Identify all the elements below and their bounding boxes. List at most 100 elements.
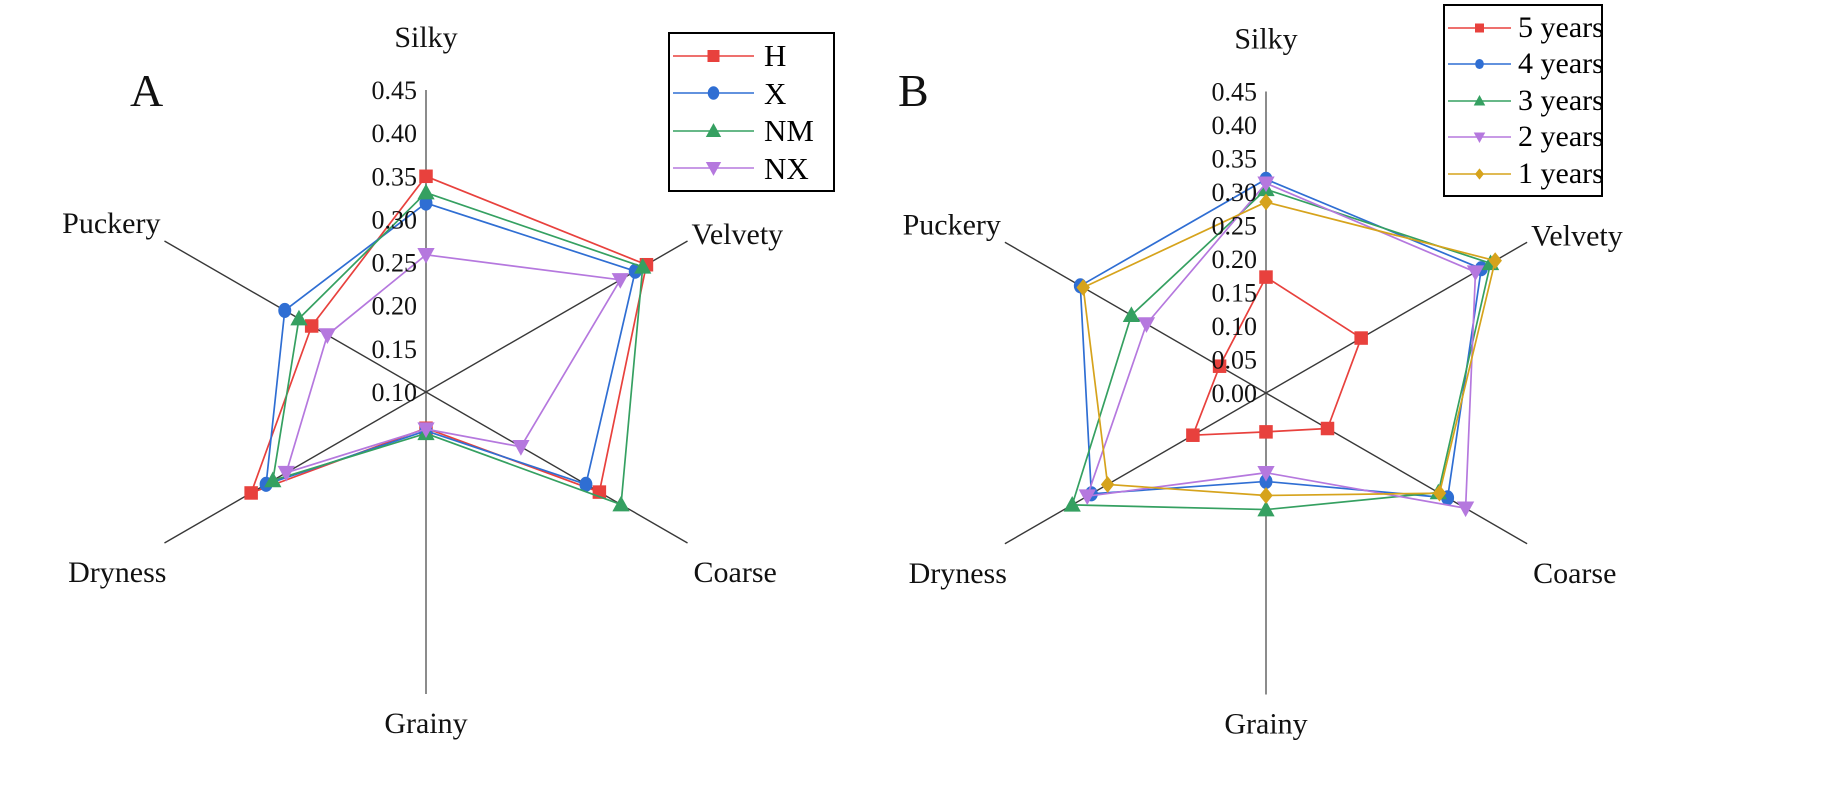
series-nx-marker-silky: [417, 248, 435, 264]
series-5-years-marker-silky: [1259, 270, 1273, 284]
radar-panel-b: 0.45 0.40 0.35 0.30 0.25 0.20 0.15 0.10 0.05 0.00…: [898, 23, 1623, 741]
legend-marker: [707, 49, 720, 62]
series-3-years-polygon: [1071, 188, 1492, 511]
tick-label-0.35: 0.35: [1212, 145, 1258, 174]
tick-label-0.40: 0.40: [1212, 111, 1258, 140]
legend-item-x: X: [672, 78, 833, 109]
axis-label-velvety: Velvety: [1531, 219, 1623, 252]
axis-label-grainy: Grainy: [1224, 708, 1307, 741]
axis-label-velvety: Velvety: [692, 218, 784, 251]
legend-label-x: X: [764, 75, 787, 111]
series-2-years-marker-velvety: [1466, 265, 1485, 281]
legend-label-h: H: [764, 38, 787, 74]
series-5-years-marker-puckery: [1212, 359, 1227, 373]
tick-label-0.20: 0.20: [1212, 245, 1258, 274]
series-2-years-marker-dryness: [1078, 489, 1096, 506]
legend-marker: [705, 162, 722, 176]
series-2-years-marker-silky: [1257, 176, 1275, 193]
legend-item-3-years: 3 years: [1447, 85, 1604, 116]
axis-label-coarse: Coarse: [694, 556, 777, 589]
axis-label-dryness: Dryness: [909, 557, 1007, 590]
series-nm-marker-silky: [417, 183, 435, 200]
tick-label-0.25: 0.25: [372, 249, 418, 278]
series-nm-marker-coarse: [612, 495, 630, 512]
legend-marker: [705, 122, 722, 137]
tick-label-0.15: 0.15: [1212, 279, 1258, 308]
triangle-down-icon: [1448, 132, 1511, 143]
circle-icon: [673, 86, 754, 101]
legend-label-5-years: 5 years: [1518, 10, 1604, 44]
series-3-years-marker-puckery: [1122, 306, 1141, 323]
series-1-years-marker-velvety: [1488, 252, 1502, 270]
tick-label-0.40: 0.40: [372, 119, 418, 148]
legend-label-2-years: 2 years: [1518, 120, 1604, 153]
series-h-marker-dryness: [244, 486, 258, 500]
series-2-years-marker-coarse: [1456, 501, 1475, 518]
axis-label-puckery: Puckery: [62, 207, 160, 240]
series-nx-marker-dryness: [277, 465, 295, 482]
legend-label-4-years: 4 years: [1518, 47, 1604, 80]
axis-label-puckery: Puckery: [903, 208, 1001, 241]
tick-label-0.30: 0.30: [372, 205, 418, 234]
legend-label-nm: NM: [764, 113, 814, 149]
series-1-years-marker-coarse: [1432, 484, 1447, 502]
series-nm-polygon: [271, 191, 644, 506]
legend-item-5-years: 5 years: [1447, 10, 1604, 44]
tick-label-0.45: 0.45: [372, 76, 418, 105]
legend-item-4-years: 4 years: [1447, 47, 1604, 80]
legend-marker: [1475, 58, 1484, 70]
axis-label-grainy: Grainy: [384, 707, 467, 740]
triangle-up-icon: [1448, 94, 1511, 105]
panel-letter-a: A: [130, 65, 163, 116]
axis-label-silky: Silky: [1234, 23, 1297, 56]
tick-label-0.15: 0.15: [372, 335, 418, 364]
legend-marker: [707, 86, 720, 101]
square-icon: [673, 49, 754, 62]
series-nx-marker-grainy: [417, 422, 435, 439]
series-x-marker-coarse: [579, 476, 593, 492]
series-nm-marker-velvety: [634, 257, 652, 274]
tick-label-0.00: 0.00: [1212, 379, 1258, 408]
series-1-years-marker-dryness: [1100, 476, 1115, 493]
series-h-marker-silky: [419, 169, 433, 184]
square-icon: [1448, 23, 1511, 32]
series-5-years-marker-grainy: [1259, 425, 1273, 439]
tick-label-0.45: 0.45: [1212, 78, 1258, 107]
series-2-years-marker-grainy: [1257, 465, 1275, 482]
series-3-years-marker-grainy: [1257, 500, 1275, 517]
legend-label-1-years: 1 years: [1518, 156, 1604, 190]
series-2-years-marker-puckery: [1137, 317, 1156, 333]
series-5-years-marker-coarse: [1320, 421, 1335, 436]
tick-label-0.25: 0.25: [1212, 212, 1258, 241]
legend-item-1-years: 1 years: [1447, 156, 1604, 190]
radar-panel-a: 0.45 0.40 0.35 0.30 0.25 0.20 0.15 0.10 Silky Vel…: [62, 21, 783, 740]
legend-item-h: H: [672, 40, 833, 71]
series-nx-marker-velvety: [611, 273, 629, 289]
legend-panel-a: H X NM NX: [668, 32, 835, 192]
tick-label-0.20: 0.20: [372, 292, 418, 321]
series-nm-marker-dryness: [264, 471, 282, 488]
axis-label-dryness: Dryness: [68, 556, 166, 589]
axis-label-coarse: Coarse: [1533, 557, 1616, 590]
tick-label-0.10: 0.10: [1212, 312, 1258, 341]
series-1-years-marker-grainy: [1259, 487, 1273, 504]
legend-label-nx: NX: [764, 150, 809, 186]
series-x-marker-puckery: [278, 302, 292, 319]
triangle-up-icon: [673, 122, 754, 137]
axis-label-silky: Silky: [394, 21, 457, 54]
tick-label-0.35: 0.35: [372, 162, 418, 191]
tick-label-0.05: 0.05: [1212, 346, 1258, 375]
legend-item-2-years: 2 years: [1447, 120, 1604, 153]
circle-icon: [1448, 58, 1511, 70]
legend-marker: [1475, 167, 1484, 180]
legend-marker: [1473, 132, 1486, 143]
legend-item-nx: NX: [672, 153, 833, 184]
series-2-years-polygon: [1086, 182, 1477, 510]
diamond-icon: [1448, 167, 1511, 180]
legend-marker: [1475, 23, 1484, 32]
legend-item-nm: NM: [672, 115, 833, 146]
panel-letter-b: B: [898, 65, 929, 116]
series-nx-marker-puckery: [318, 328, 337, 344]
